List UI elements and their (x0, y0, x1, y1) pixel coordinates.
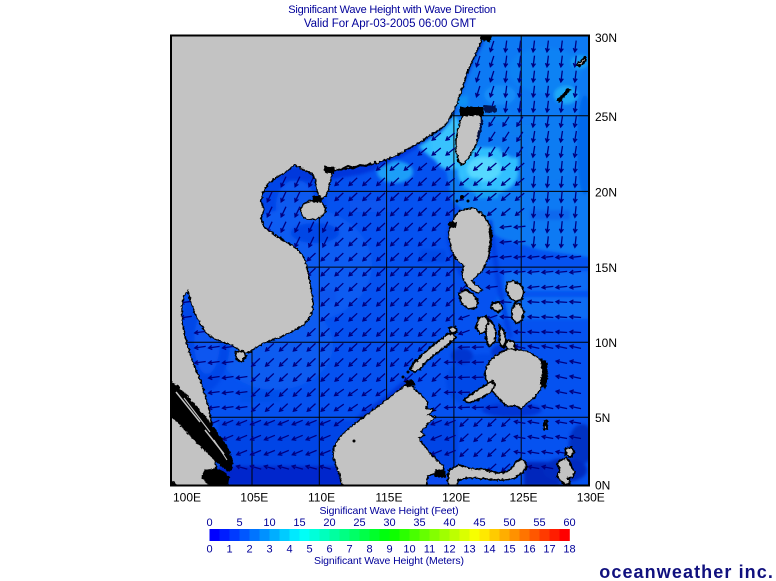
svg-text:11: 11 (424, 544, 435, 556)
svg-text:0: 0 (206, 544, 212, 556)
svg-text:1: 1 (226, 544, 232, 556)
svg-text:9: 9 (386, 544, 392, 556)
svg-text:25N: 25N (595, 110, 617, 124)
svg-text:55: 55 (533, 517, 545, 529)
svg-text:40: 40 (443, 517, 455, 529)
svg-text:0: 0 (206, 517, 212, 529)
svg-text:35: 35 (413, 517, 425, 529)
svg-text:6: 6 (326, 544, 332, 556)
svg-text:100E: 100E (173, 491, 201, 505)
svg-text:12: 12 (443, 544, 455, 556)
svg-text:20N: 20N (595, 186, 617, 200)
svg-text:25: 25 (353, 517, 365, 529)
svg-text:60: 60 (563, 517, 575, 529)
svg-text:5N: 5N (595, 411, 610, 425)
svg-text:18: 18 (563, 544, 575, 556)
svg-text:3: 3 (266, 544, 272, 556)
svg-text:Significant Wave Height with W: Significant Wave Height with Wave Direct… (288, 4, 496, 16)
svg-text:15: 15 (293, 517, 305, 529)
svg-text:2: 2 (246, 544, 252, 556)
svg-text:10N: 10N (595, 336, 617, 350)
svg-text:110E: 110E (308, 491, 335, 505)
svg-text:4: 4 (286, 544, 292, 556)
svg-text:120E: 120E (442, 491, 470, 505)
svg-text:5: 5 (236, 517, 242, 529)
svg-text:Valid For Apr-03-2005 06:00 GM: Valid For Apr-03-2005 06:00 GMT (304, 18, 476, 30)
svg-text:30: 30 (383, 517, 395, 529)
svg-text:10: 10 (403, 544, 415, 556)
svg-text:5: 5 (306, 544, 312, 556)
svg-text:14: 14 (483, 544, 495, 556)
svg-text:16: 16 (523, 544, 535, 556)
svg-text:130E: 130E (577, 491, 605, 505)
svg-text:15: 15 (503, 544, 515, 556)
svg-text:7: 7 (346, 544, 352, 556)
svg-text:50: 50 (503, 517, 515, 529)
svg-text:13: 13 (463, 544, 475, 556)
svg-text:45: 45 (473, 517, 485, 529)
svg-text:125E: 125E (509, 491, 537, 505)
svg-text:Significant Wave Height (Feet): Significant Wave Height (Feet) (319, 505, 458, 517)
svg-text:17: 17 (543, 544, 555, 556)
svg-text:oceanweather inc.: oceanweather inc. (599, 562, 774, 581)
svg-text:105E: 105E (240, 491, 268, 505)
svg-text:20: 20 (323, 517, 335, 529)
svg-text:Significant Wave Height (Meter: Significant Wave Height (Meters) (314, 555, 464, 567)
svg-text:115E: 115E (375, 491, 402, 505)
svg-text:30N: 30N (595, 31, 617, 45)
svg-text:0N: 0N (595, 479, 610, 493)
svg-text:8: 8 (366, 544, 372, 556)
svg-text:10: 10 (263, 517, 275, 529)
svg-text:15N: 15N (595, 261, 617, 275)
